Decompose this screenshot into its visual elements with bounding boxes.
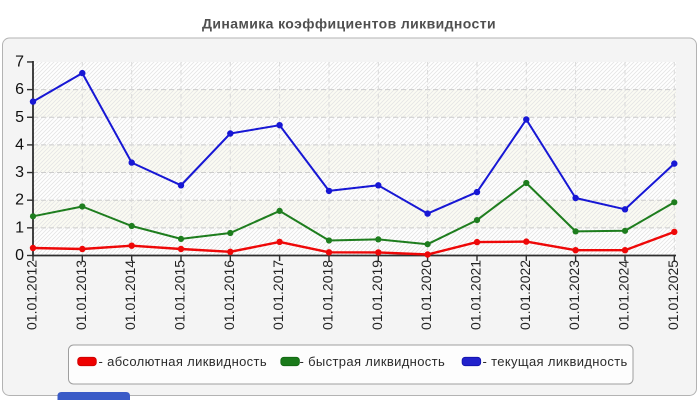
svg-text:01.01.2013: 01.01.2013	[73, 260, 89, 330]
svg-text:4: 4	[15, 136, 24, 153]
svg-text:01.01.2015: 01.01.2015	[172, 260, 188, 330]
svg-text:1: 1	[15, 219, 24, 236]
svg-text:01.01.2012: 01.01.2012	[24, 260, 40, 330]
svg-text:- текущая ликвидность: - текущая ликвидность	[483, 354, 628, 369]
svg-text:01.01.2025: 01.01.2025	[665, 260, 681, 330]
svg-text:01.01.2024: 01.01.2024	[616, 260, 632, 330]
svg-text:01.01.2016: 01.01.2016	[221, 260, 237, 330]
svg-text:5: 5	[15, 109, 24, 126]
svg-text:3: 3	[15, 164, 24, 181]
svg-text:01.01.2022: 01.01.2022	[517, 260, 533, 330]
svg-text:0: 0	[15, 247, 24, 264]
svg-text:01.01.2018: 01.01.2018	[320, 260, 336, 330]
svg-text:01.01.2019: 01.01.2019	[369, 260, 385, 330]
svg-text:Динамика коэффициентов ликвидн: Динамика коэффициентов ликвидности	[202, 16, 496, 32]
svg-text:- абсолютная ликвидность: - абсолютная ликвидность	[99, 354, 267, 369]
svg-text:7: 7	[15, 53, 24, 70]
svg-text:01.01.2023: 01.01.2023	[566, 260, 582, 330]
svg-text:01.01.2020: 01.01.2020	[418, 260, 434, 330]
svg-text:- быстрая ликвидность: - быстрая ликвидность	[300, 354, 446, 369]
svg-text:01.01.2014: 01.01.2014	[122, 260, 138, 330]
svg-text:01.01.2021: 01.01.2021	[468, 260, 484, 330]
svg-text:2: 2	[15, 192, 24, 209]
svg-text:01.01.2017: 01.01.2017	[270, 260, 286, 330]
svg-text:6: 6	[15, 81, 24, 98]
